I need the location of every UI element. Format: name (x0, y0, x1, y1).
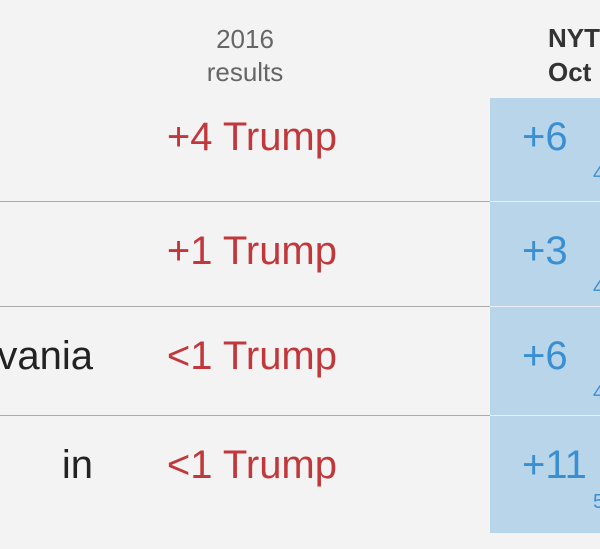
poll-sub: 4 (593, 163, 600, 185)
result-2016: <1 Trump (166, 443, 337, 487)
header-text: results (206, 57, 284, 87)
poll-column-bg (490, 98, 600, 533)
state-name: vania (0, 334, 93, 378)
poll-sub: 4 (593, 382, 600, 404)
row-divider (490, 201, 600, 202)
header-text: NYT (548, 23, 600, 53)
row-divider (0, 306, 490, 307)
row-divider (0, 415, 490, 416)
row-divider (490, 306, 600, 307)
poll-margin: +11 (522, 443, 587, 487)
header-text: Oct (548, 57, 592, 87)
poll-sub: 5 (593, 491, 600, 513)
result-2016: <1 Trump (166, 334, 337, 378)
poll-margin: +6 (522, 334, 568, 378)
row-divider (490, 415, 600, 416)
row-divider (0, 201, 490, 202)
poll-sub: 4 (593, 277, 600, 299)
state-name: in (61, 443, 93, 487)
result-2016: +1 Trump (166, 229, 337, 273)
poll-margin: +3 (522, 229, 568, 273)
header-text: 2016 (216, 24, 274, 54)
result-2016: +4 Trump (166, 115, 337, 159)
poll-margin: +6 (522, 115, 568, 159)
